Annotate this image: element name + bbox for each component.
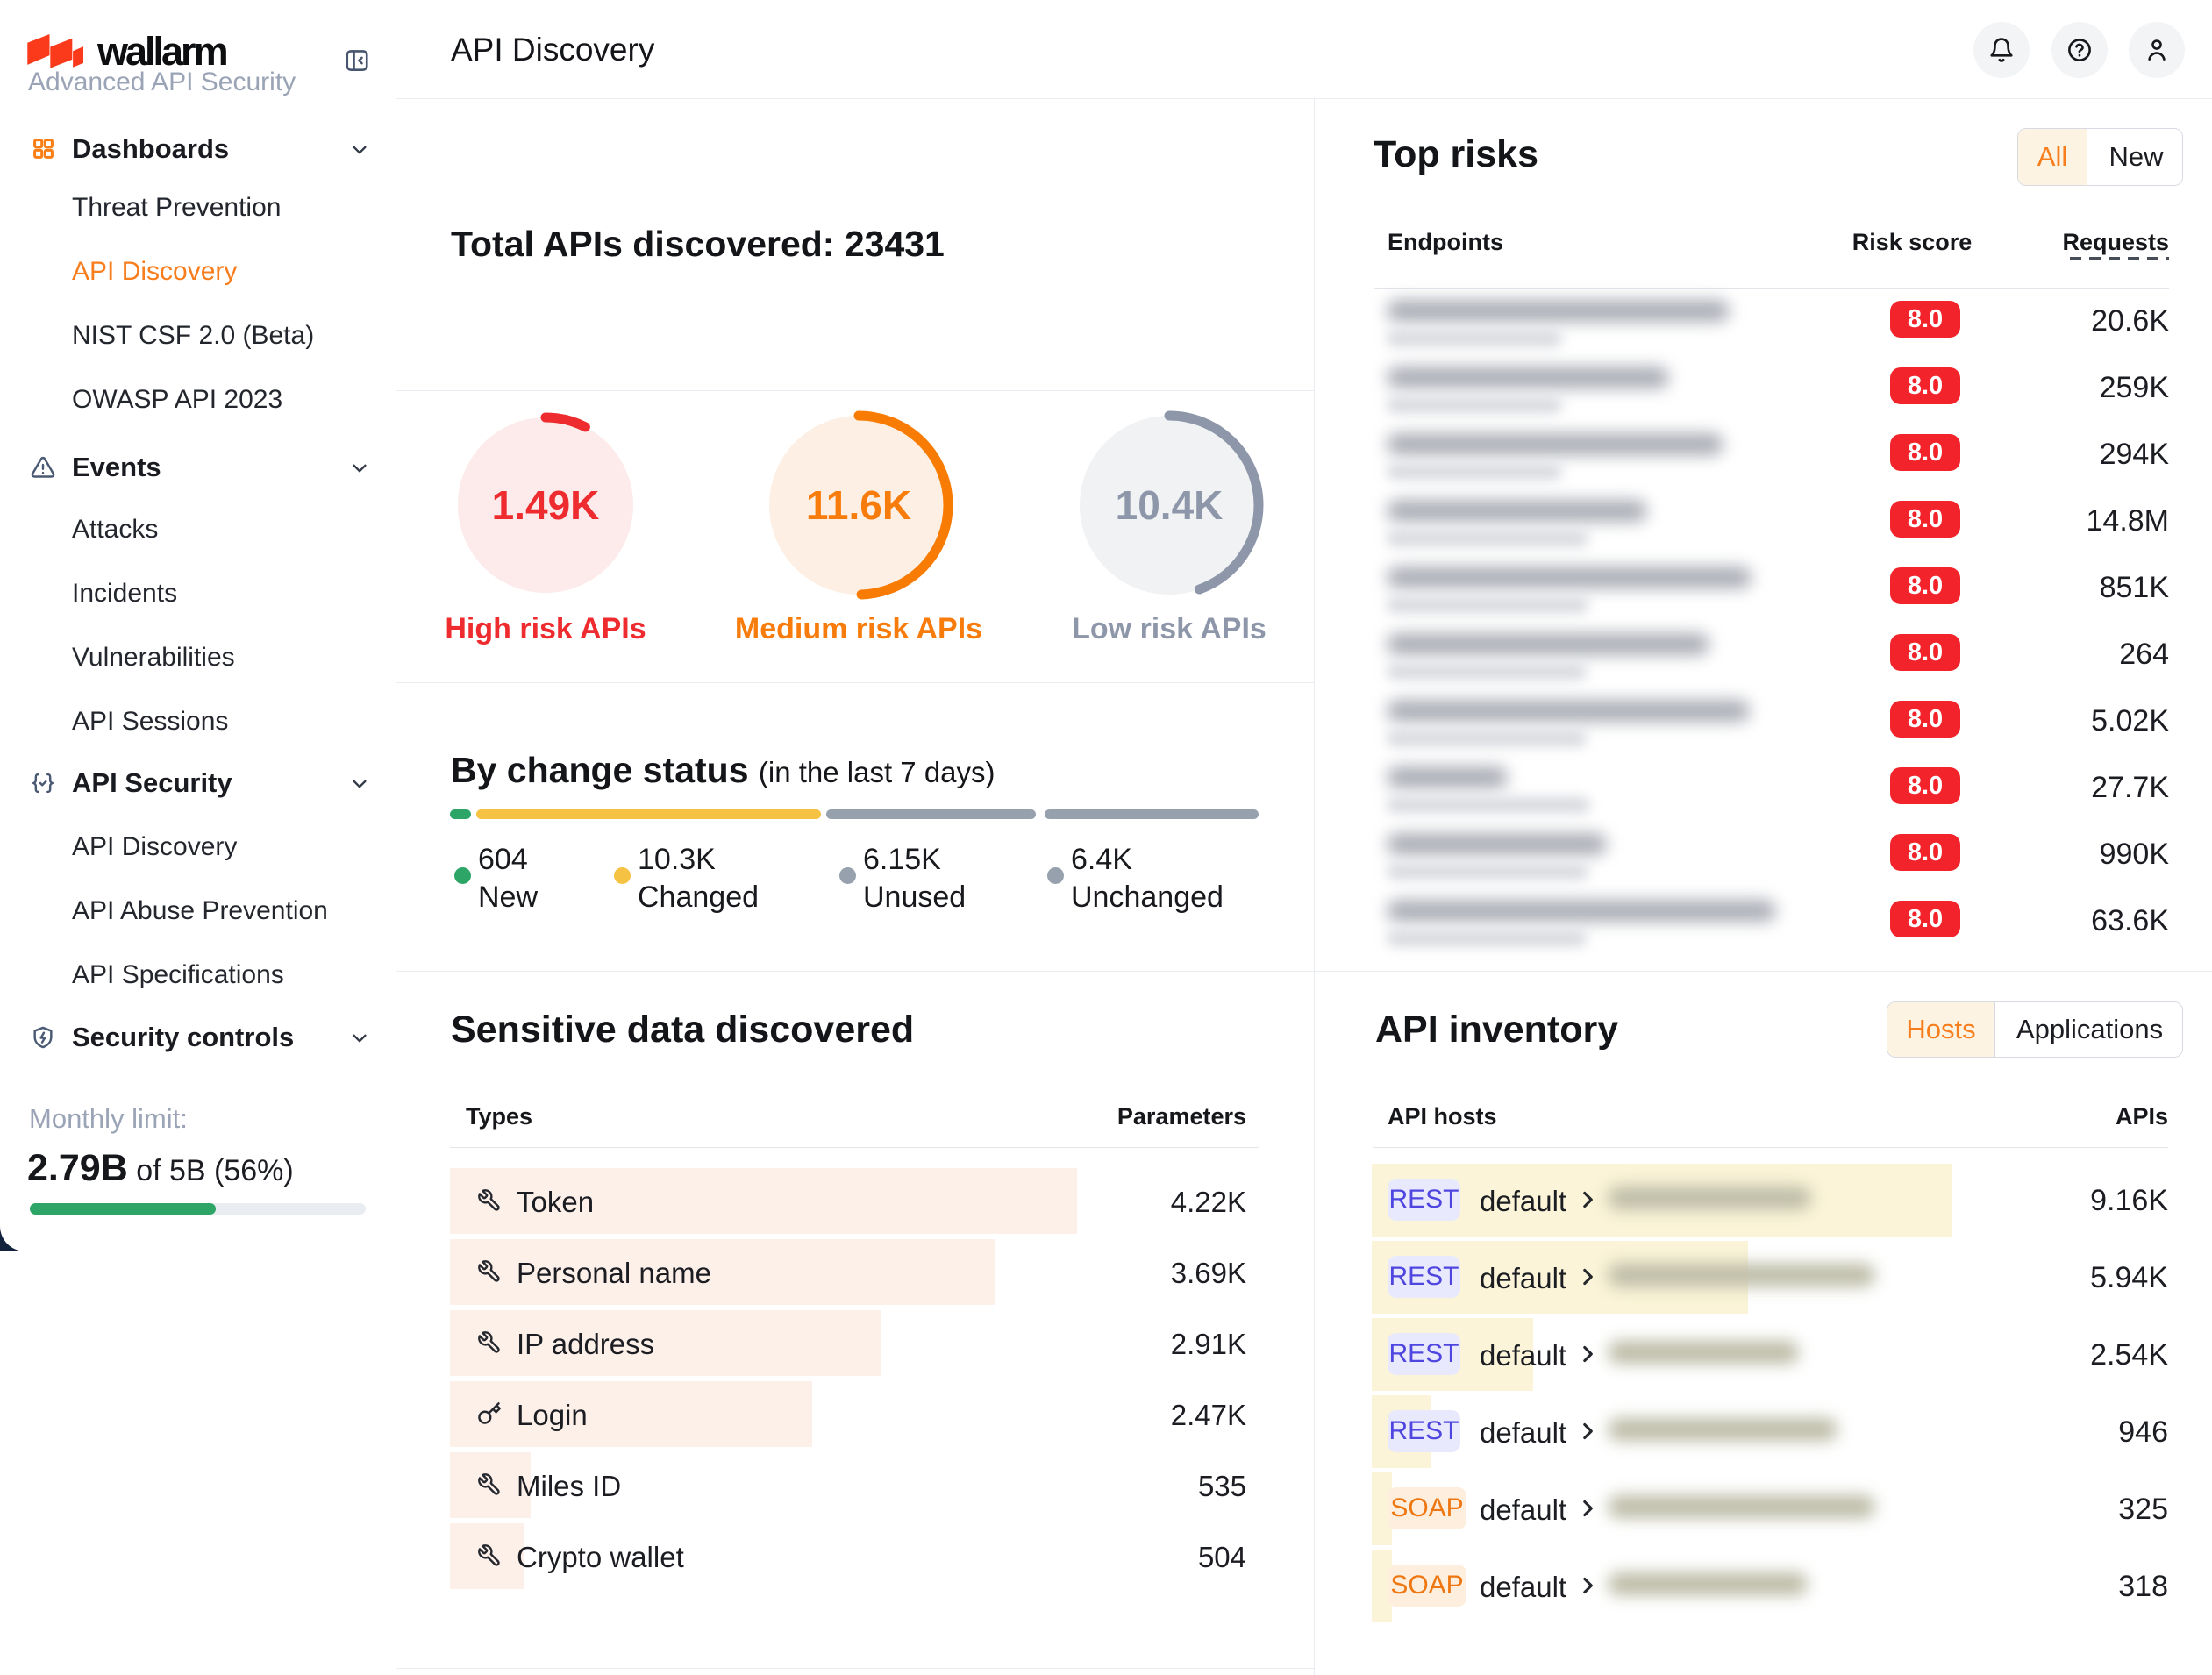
svg-text:10.4K: 10.4K — [1116, 482, 1224, 528]
svg-text:1.49K: 1.49K — [492, 482, 600, 528]
svg-text:11.6K: 11.6K — [806, 482, 911, 528]
